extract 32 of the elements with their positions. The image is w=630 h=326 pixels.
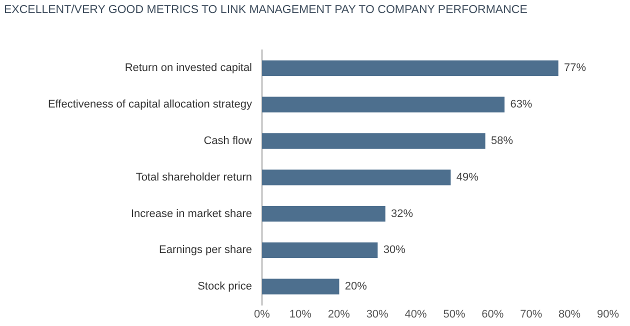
x-tick-label: 90% bbox=[596, 308, 620, 320]
x-tick-label: 30% bbox=[366, 308, 389, 320]
y-tick-label: Increase in market share bbox=[130, 208, 252, 220]
x-tick-label: 0% bbox=[254, 308, 270, 320]
x-tick-label: 10% bbox=[289, 308, 312, 320]
bar bbox=[262, 170, 451, 186]
bar bbox=[262, 60, 558, 76]
x-tick-label: 20% bbox=[328, 308, 350, 320]
x-tick-label: 80% bbox=[558, 308, 581, 320]
y-tick-label: Return on invested capital bbox=[124, 62, 252, 74]
bar bbox=[262, 242, 378, 258]
x-tick-label: 50% bbox=[443, 308, 466, 320]
bar bbox=[262, 133, 486, 149]
y-tick-label: Cash flow bbox=[204, 135, 252, 148]
chart-title: EXCELLENT/VERY GOOD METRICS TO LINK MANAGEMENT PAY TO COMPANY PERFORMANCE bbox=[4, 4, 528, 16]
y-tick-label: Total shareholder return bbox=[136, 171, 252, 184]
x-tick-label: 60% bbox=[482, 308, 504, 320]
bar bbox=[262, 278, 340, 294]
data-label: 32% bbox=[391, 208, 414, 220]
y-tick-label: Earnings per share bbox=[159, 244, 252, 256]
data-label: 58% bbox=[490, 135, 514, 148]
data-label: 30% bbox=[383, 244, 406, 256]
data-label: 63% bbox=[510, 98, 532, 111]
bar bbox=[262, 96, 505, 112]
data-label: 20% bbox=[344, 280, 368, 293]
x-tick-label: 40% bbox=[404, 308, 427, 320]
data-label: 77% bbox=[564, 62, 586, 74]
x-tick-label: 70% bbox=[520, 308, 542, 320]
y-tick-label: Stock price bbox=[198, 280, 252, 293]
y-tick-label: Effectiveness of capital allocation strategy bbox=[48, 98, 252, 111]
data-label: 49% bbox=[456, 171, 479, 184]
bar bbox=[262, 206, 386, 222]
